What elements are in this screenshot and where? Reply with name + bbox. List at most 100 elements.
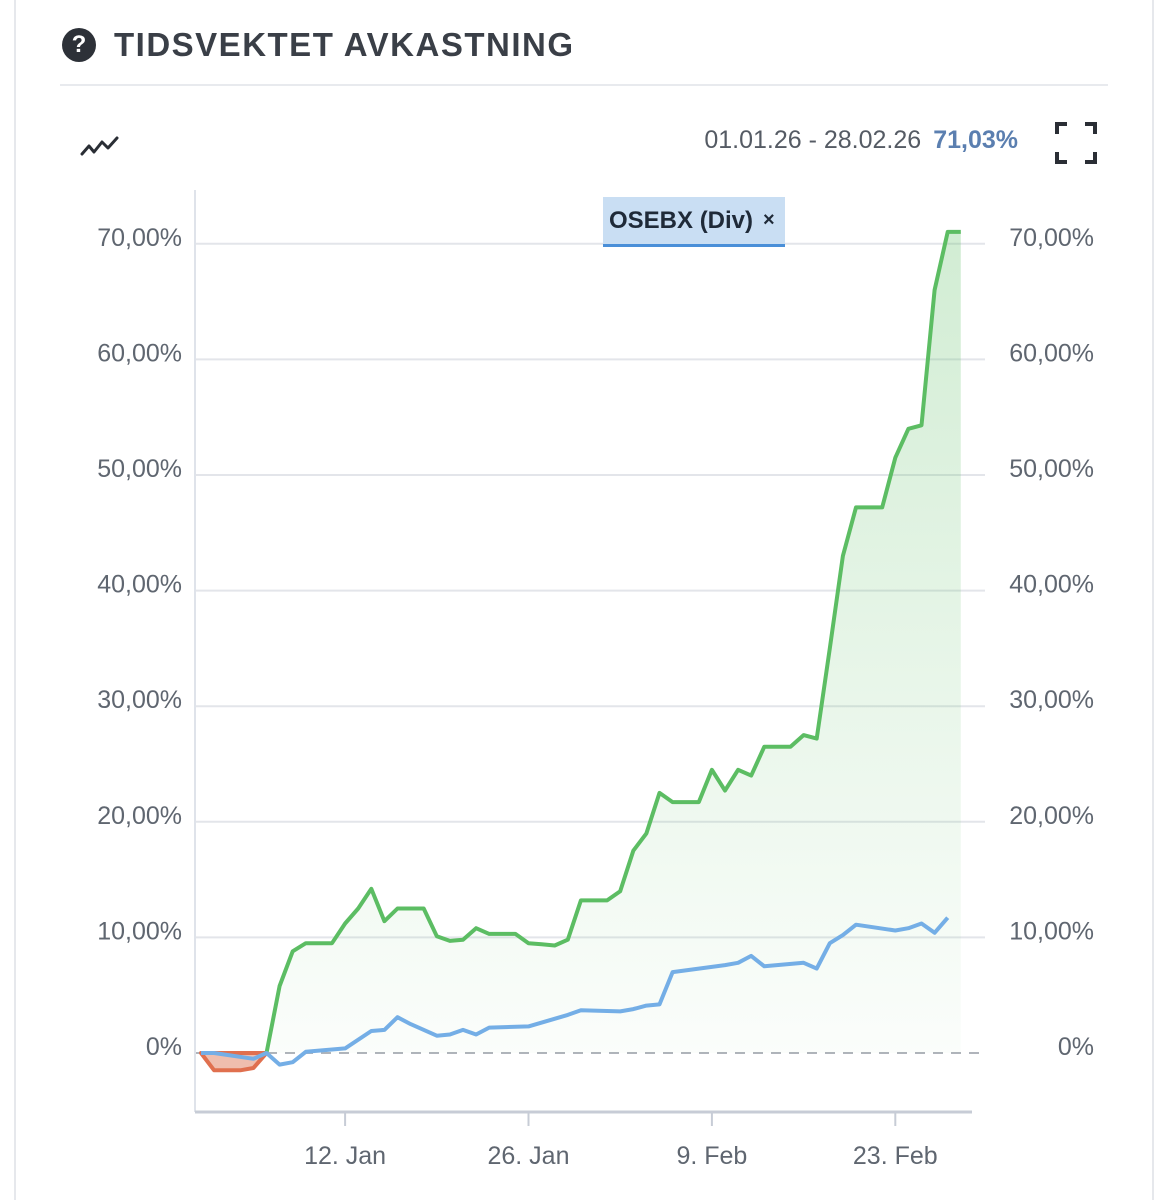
portfolio-point — [368, 886, 374, 892]
portfolio-area — [201, 231, 961, 1071]
y-tick-label-left: 60,00% — [97, 339, 182, 367]
portfolio-point — [539, 941, 545, 947]
portfolio-point — [329, 940, 335, 946]
y-tick-label-right: 40,00% — [1009, 571, 1094, 599]
portfolio-point — [565, 937, 571, 943]
y-tick-label-right: 30,00% — [1009, 686, 1094, 714]
portfolio-point — [342, 921, 348, 927]
date-range: 01.01.26 - 28.02.26 — [704, 126, 922, 154]
portfolio-point — [578, 897, 584, 903]
osebx-point — [303, 1049, 309, 1055]
legend-chip-osebx[interactable]: OSEBX (Div) × — [603, 197, 785, 247]
x-tick-label: 26. Jan — [487, 1142, 569, 1170]
portfolio-point — [630, 848, 636, 854]
osebx-point — [853, 922, 859, 928]
osebx-point — [670, 969, 676, 975]
portfolio-point — [512, 931, 518, 937]
portfolio-point — [853, 504, 859, 510]
portfolio-point — [945, 229, 951, 235]
portfolio-point — [447, 938, 453, 944]
portfolio-point — [617, 888, 623, 894]
y-tick-label-left: 50,00% — [97, 455, 182, 483]
osebx-point — [801, 960, 807, 966]
portfolio-point — [958, 229, 964, 235]
x-tick-label: 23. Feb — [853, 1142, 938, 1170]
x-tick-label: 9. Feb — [676, 1142, 747, 1170]
y-tick-label-right: 60,00% — [1009, 339, 1094, 367]
close-icon[interactable]: × — [763, 209, 775, 231]
portfolio-point — [709, 767, 715, 773]
osebx-point — [919, 921, 925, 927]
osebx-point — [381, 1027, 387, 1033]
fullscreen-icon[interactable] — [1055, 122, 1097, 164]
portfolio-point — [460, 937, 466, 943]
portfolio-point — [473, 925, 479, 931]
osebx-point — [630, 1006, 636, 1012]
osebx-point — [578, 1007, 584, 1013]
portfolio-point — [657, 790, 663, 796]
osebx-point — [735, 960, 741, 966]
portfolio-point — [421, 906, 427, 912]
portfolio-point — [905, 426, 911, 432]
portfolio-point — [486, 931, 492, 937]
portfolio-point — [748, 773, 754, 779]
portfolio-point — [434, 933, 440, 939]
portfolio-point — [919, 422, 925, 428]
portfolio-point — [892, 455, 898, 461]
osebx-point — [945, 915, 951, 921]
osebx-point — [905, 925, 911, 931]
portfolio-point — [211, 1067, 217, 1073]
portfolio-point — [290, 948, 296, 954]
y-tick-label-right: 0% — [1058, 1033, 1094, 1061]
line-chart-icon[interactable] — [80, 130, 120, 160]
osebx-point — [565, 1012, 571, 1018]
portfolio-point — [670, 799, 676, 805]
osebx-point — [264, 1050, 270, 1056]
portfolio-point — [395, 906, 401, 912]
portfolio-point — [801, 732, 807, 738]
osebx-point — [447, 1032, 453, 1038]
osebx-point — [643, 1003, 649, 1009]
osebx-point — [198, 1050, 204, 1056]
total-return: 71,03% — [933, 126, 1018, 154]
osebx-point — [395, 1014, 401, 1020]
osebx-line — [201, 916, 950, 1067]
osebx-point — [250, 1056, 256, 1062]
portfolio-point — [250, 1065, 256, 1071]
y-tick-label-right: 50,00% — [1009, 455, 1094, 483]
osebx-point — [211, 1050, 217, 1056]
osebx-point — [290, 1059, 296, 1065]
portfolio-point — [696, 799, 702, 805]
portfolio-point — [604, 897, 610, 903]
portfolio-line — [264, 229, 961, 1054]
portfolio-point — [879, 504, 885, 510]
osebx-point — [460, 1027, 466, 1033]
osebx-point — [932, 930, 938, 936]
x-tick-label: 12. Jan — [304, 1142, 386, 1170]
widget-title: TIDSVEKTET AVKASTNING — [114, 26, 575, 63]
date-range-summary: 01.01.26 - 28.02.26 71,03% — [704, 126, 1018, 155]
y-tick-label-right: 70,00% — [1009, 224, 1094, 252]
osebx-point — [814, 966, 820, 972]
y-tick-label-left: 30,00% — [97, 686, 182, 714]
osebx-point — [827, 940, 833, 946]
portfolio-point — [526, 940, 532, 946]
y-tick-label-left: 20,00% — [97, 802, 182, 830]
portfolio-point — [814, 736, 820, 742]
y-tick-label-left: 10,00% — [97, 917, 182, 945]
osebx-point — [368, 1028, 374, 1034]
osebx-point — [434, 1033, 440, 1039]
portfolio-point — [840, 553, 846, 559]
portfolio-point — [237, 1067, 243, 1073]
osebx-point — [473, 1032, 479, 1038]
help-icon[interactable]: ? — [62, 28, 96, 62]
osebx-point — [617, 1008, 623, 1014]
widget-header: ? TIDSVEKTET AVKASTNING — [62, 22, 575, 68]
chart-toolbar: 01.01.26 - 28.02.26 71,03% — [0, 118, 1168, 168]
osebx-point — [748, 953, 754, 959]
widget-card — [14, 0, 1154, 1200]
osebx-point — [722, 962, 728, 968]
portfolio-point — [552, 942, 558, 948]
portfolio-point — [303, 940, 309, 946]
